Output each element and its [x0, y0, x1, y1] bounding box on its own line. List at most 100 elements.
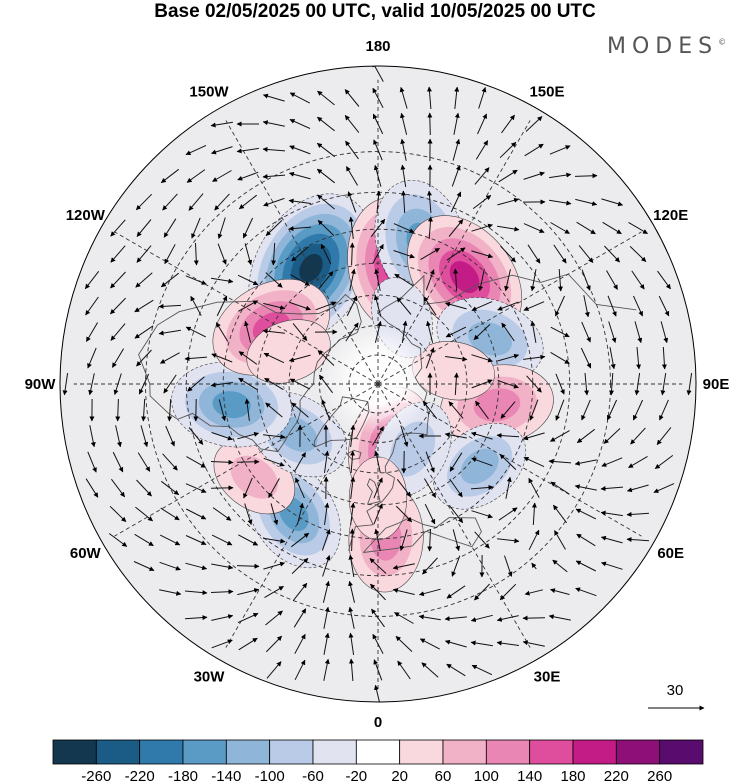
- wind-vector: [470, 614, 493, 623]
- wind-vector: [421, 662, 439, 678]
- wind-vector: [497, 379, 519, 389]
- wind-vector: [500, 245, 516, 263]
- meridian: [114, 383, 379, 537]
- colorbar-swatch: [312, 739, 357, 765]
- wind-vector: [418, 614, 441, 621]
- wind-vector: [397, 660, 411, 680]
- wind-vector: [291, 246, 309, 262]
- wind-vector: [262, 93, 285, 102]
- brand-text: MODES: [607, 34, 719, 59]
- wind-vector: [473, 324, 491, 340]
- wind-vector: [631, 270, 645, 290]
- wind-vector: [373, 477, 383, 499]
- wind-vector: [531, 562, 537, 570]
- wind-vector: [215, 322, 229, 342]
- wind-vector: [531, 502, 537, 526]
- wind-vector: [523, 223, 545, 233]
- colorbar: -260 -220 -180 -140 -100 -60 -20 20 60 100 140 180 2…: [52, 739, 704, 783]
- wind-vector: [243, 477, 253, 499]
- wind-vector: [420, 247, 440, 261]
- wind-vector: [550, 351, 570, 365]
- wind-vector: [581, 321, 591, 343]
- wind-vector: [446, 585, 466, 599]
- wind-vector: [184, 356, 208, 362]
- wind-vector: [317, 116, 335, 132]
- wind-vector: [471, 250, 494, 259]
- wind-vector: [602, 221, 622, 235]
- wind-vector: [324, 450, 330, 473]
- anomaly-contour: [412, 341, 495, 400]
- wind-vector: [164, 244, 176, 265]
- meridian: [377, 231, 642, 385]
- colorbar-swatch: [139, 739, 184, 765]
- colorbar-swatch: [399, 739, 444, 765]
- colorbar-tick-label: 100: [474, 768, 499, 783]
- anomaly-contour: [468, 321, 512, 356]
- wind-vector: [550, 222, 570, 234]
- wind-vector: [451, 555, 461, 577]
- wind-vector: [475, 140, 489, 160]
- wind-vector: [575, 560, 597, 572]
- wind-vectors: [62, 66, 693, 702]
- colorbar-swatch: [572, 739, 617, 765]
- wind-vector: [470, 640, 493, 647]
- wind-vector: [167, 398, 173, 422]
- wind-vector: [345, 322, 359, 342]
- wind-vector: [212, 170, 232, 182]
- wind-vector: [427, 112, 433, 136]
- wind-vector: [496, 433, 520, 439]
- wind-vector: [373, 503, 383, 525]
- wind-vector: [263, 302, 286, 310]
- colorbar-swatch: [485, 739, 531, 765]
- wind-vector: [315, 301, 337, 311]
- wind-vector: [217, 217, 226, 239]
- wind-vector: [400, 425, 409, 447]
- wind-vector: [158, 329, 181, 336]
- wind-vector: [237, 274, 259, 286]
- wind-vector: [394, 612, 414, 624]
- wind-vector: [477, 113, 487, 135]
- wind-vector: [446, 247, 466, 261]
- wind-vector: [550, 481, 570, 495]
- wind-vector: [497, 225, 520, 232]
- coastline: [313, 396, 370, 448]
- meridian: [114, 231, 379, 385]
- wind-vector: [136, 479, 152, 497]
- wind-vector: [425, 451, 435, 473]
- wind-vector: [470, 431, 493, 440]
- wind-vector: [185, 562, 208, 571]
- wind-vector: [217, 243, 227, 265]
- wind-vector: [160, 272, 180, 288]
- wind-vector: [160, 168, 180, 184]
- wind-vector: [110, 245, 126, 263]
- wind-vector: [399, 529, 408, 551]
- wind-vector: [344, 115, 360, 133]
- wind-vector: [262, 328, 285, 334]
- wind-vector: [657, 270, 671, 290]
- wind-vector: [576, 221, 596, 235]
- wind-vector: [85, 322, 99, 342]
- wind-vector: [188, 193, 204, 211]
- longitude-label: 60W: [70, 545, 102, 562]
- wind-vector: [162, 193, 178, 211]
- wind-vector: [373, 294, 382, 317]
- wind-vector: [549, 199, 572, 206]
- wind-vector: [450, 191, 462, 213]
- wind-scale-label: 30: [667, 682, 684, 699]
- wind-vector: [294, 633, 306, 654]
- wind-vector: [451, 165, 461, 187]
- wind-vector: [288, 226, 312, 232]
- colorbar-swatch: [52, 739, 97, 765]
- wind-vector: [87, 347, 97, 369]
- wind-vector: [236, 459, 260, 465]
- wind-vector: [193, 242, 199, 266]
- wind-vector: [216, 295, 228, 317]
- colorbar-tick-label: -180: [168, 768, 198, 783]
- wind-vector: [549, 172, 572, 179]
- colorbar-tick-label: 260: [647, 768, 672, 783]
- wind-vector: [372, 243, 384, 264]
- wind-vector: [528, 529, 540, 551]
- wind-vector: [266, 661, 282, 679]
- wind-vector: [212, 507, 232, 521]
- wind-vector: [452, 529, 461, 552]
